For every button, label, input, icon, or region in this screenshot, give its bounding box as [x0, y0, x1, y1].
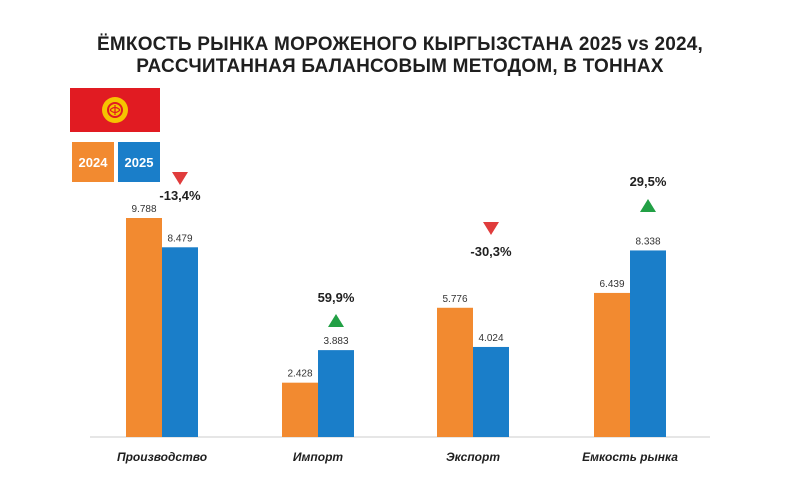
- value-label-2025-0: 8.479: [167, 233, 192, 244]
- bar-2025-1: [318, 350, 354, 437]
- bar-2025-3: [630, 250, 666, 437]
- change-label-0: -13,4%: [159, 188, 201, 203]
- value-label-2024-1: 2.428: [287, 369, 312, 380]
- bar-2024-3: [594, 292, 630, 437]
- increase-arrow-icon-1: [328, 314, 344, 327]
- category-label-0: Производство: [117, 450, 207, 464]
- bar-2024-2: [437, 307, 473, 437]
- change-label-3: 29,5%: [630, 174, 667, 189]
- value-label-2025-3: 8.338: [635, 236, 660, 247]
- decrease-arrow-icon-0: [172, 172, 188, 185]
- kyrgyzstan-flag-icon: [70, 88, 160, 132]
- change-label-2: -30,3%: [470, 244, 512, 259]
- bar-2025-0: [162, 247, 198, 437]
- bar-2024-0: [126, 218, 162, 437]
- flag-sun-icon: [102, 97, 128, 123]
- legend-2025: 2025: [118, 142, 160, 182]
- category-label-2: Экспорт: [446, 450, 500, 464]
- value-label-2024-2: 5.776: [442, 294, 467, 305]
- change-label-1: 59,9%: [318, 290, 355, 305]
- value-label-2025-1: 3.883: [323, 336, 348, 347]
- chart-title-line1: ЁМКОСТЬ РЫНКА МОРОЖЕНОГО КЫРГЫЗСТАНА 202…: [96, 34, 704, 55]
- category-label-3: Емкость рынка: [582, 450, 678, 464]
- bar-2024-1: [282, 382, 318, 437]
- value-label-2024-0: 9.788: [131, 204, 156, 215]
- bar-2025-2: [473, 346, 509, 437]
- chart-title-line2: РАССЧИТАННАЯ БАЛАНСОВЫМ МЕТОДОМ, В ТОННА…: [136, 56, 664, 77]
- legend-2024: 2024: [72, 142, 114, 182]
- category-label-1: Импорт: [293, 450, 343, 464]
- decrease-arrow-icon-2: [483, 222, 499, 235]
- value-label-2025-2: 4.024: [478, 333, 503, 344]
- increase-arrow-icon-3: [640, 199, 656, 212]
- value-label-2024-3: 6.439: [599, 279, 624, 290]
